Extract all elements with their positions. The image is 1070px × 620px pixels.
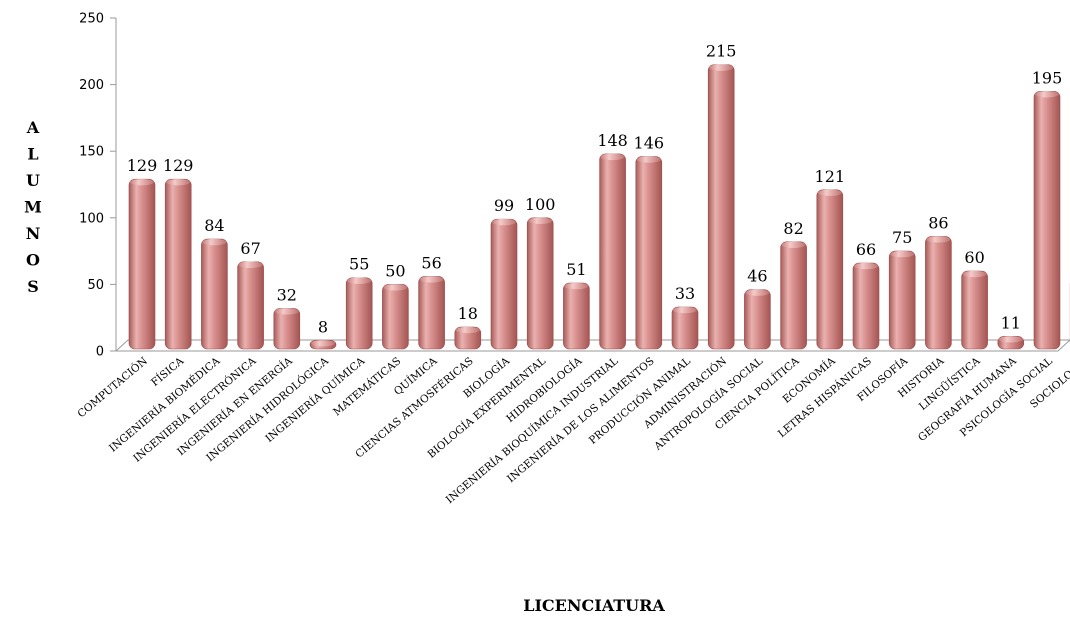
bar-value-label: 55	[349, 255, 369, 274]
y-tick-label: 150	[79, 145, 104, 160]
bar	[744, 289, 771, 350]
bar-value-label: 33	[675, 284, 695, 303]
bar-cap	[347, 277, 372, 284]
bar	[816, 189, 844, 350]
y-tick-label: 250	[79, 12, 104, 27]
bar-cap	[202, 238, 227, 246]
y-axis-title-letter: L	[27, 145, 38, 164]
bar-value-label: 146	[634, 134, 665, 153]
bars	[128, 64, 1070, 350]
bar	[780, 241, 807, 350]
bar-cap	[890, 250, 915, 258]
bar-value-label: 195	[1032, 68, 1063, 87]
bar-value-label: 8	[318, 317, 328, 336]
bar	[671, 306, 699, 350]
y-axis-title-letter: M	[24, 198, 42, 217]
bar-cap	[311, 340, 335, 347]
bar-cap	[636, 156, 661, 163]
bar-cap	[781, 241, 806, 248]
bar	[1033, 90, 1061, 350]
bar-value-label: 129	[127, 156, 158, 175]
bar-value-label: 66	[856, 240, 876, 259]
y-ticks: 0 50 100 150 200 250	[79, 12, 116, 360]
bar-value-label: 86	[928, 213, 948, 232]
bar	[201, 238, 228, 350]
bar	[925, 236, 952, 350]
bar	[563, 282, 590, 350]
bar-cap	[673, 306, 697, 314]
bar-value-label: 67	[240, 239, 260, 258]
bar-value-label: 56	[421, 253, 441, 272]
bar-cap	[564, 282, 589, 290]
bar-cap	[419, 276, 444, 283]
bar	[707, 64, 735, 350]
bar-value-label: 121	[815, 167, 846, 186]
bar-value-label: 75	[892, 228, 912, 247]
bar-cap	[166, 178, 191, 186]
bar-value-label: 18	[458, 304, 478, 323]
bar	[526, 217, 554, 350]
bar-value-label: 11	[1001, 313, 1021, 332]
bar	[382, 284, 409, 350]
bar	[490, 218, 518, 350]
bar-cap	[455, 326, 480, 334]
bar-value-label: 99	[494, 196, 514, 215]
bar-value-label: 51	[566, 260, 586, 279]
y-axis-title-letter: N	[26, 224, 41, 243]
bar	[128, 178, 156, 350]
bar	[635, 156, 663, 350]
floor-plane	[114, 339, 1070, 352]
value-labels: 129 129 84 67 32 8 55 50 56 18 99 100 51 148 146 33 215 4…	[127, 42, 1063, 337]
bar-cap	[274, 308, 299, 315]
bar	[418, 276, 445, 350]
bar-cap	[238, 261, 263, 268]
bar-cap	[130, 178, 154, 186]
bar	[237, 261, 264, 350]
y-tick-label: 0	[96, 345, 104, 360]
bar-cap	[745, 289, 770, 296]
y-tick-label: 200	[79, 78, 104, 93]
bar-cap	[709, 64, 734, 71]
x-axis-title: LICENCIATURA	[523, 596, 665, 615]
bar-value-label: 46	[747, 267, 767, 286]
bar-value-label: 82	[783, 219, 803, 238]
bar-value-label: 148	[597, 131, 628, 150]
bar-cap	[817, 189, 842, 197]
bar	[345, 277, 373, 350]
bar-cap	[1035, 91, 1059, 98]
bar-cap	[528, 217, 553, 224]
bar	[852, 262, 880, 350]
bar-cap	[383, 284, 408, 291]
axes	[114, 18, 1070, 352]
bar-value-label: 84	[204, 216, 224, 235]
y-axis-title-letter: A	[26, 118, 40, 137]
bar-cap	[962, 270, 987, 278]
bar	[164, 178, 192, 350]
bar-value-label: 60	[964, 248, 984, 267]
y-tick-label: 50	[87, 278, 104, 293]
bar-cap	[492, 218, 516, 226]
y-tick-label: 100	[79, 211, 104, 226]
bar	[961, 270, 988, 350]
y-axis-title-letter: U	[26, 171, 40, 190]
y-axis-title-letter: O	[26, 251, 40, 270]
bar-value-label: 32	[277, 285, 297, 304]
bar-cap	[854, 262, 878, 270]
bar	[888, 250, 916, 350]
y-axis-title-letter: S	[27, 277, 39, 296]
bar-cap	[998, 336, 1023, 343]
bar-value-label: 215	[706, 42, 737, 61]
category-label: COMPUTACIÓN	[74, 354, 150, 421]
bar-value-label: 100	[525, 195, 556, 214]
bar	[599, 153, 626, 350]
bar-cap	[600, 153, 625, 161]
category-label: LINGÜÍSTICA	[916, 353, 983, 413]
bar-cap	[926, 236, 951, 243]
bar-value-label: 50	[385, 261, 405, 280]
bar-value-label: 129	[163, 156, 194, 175]
